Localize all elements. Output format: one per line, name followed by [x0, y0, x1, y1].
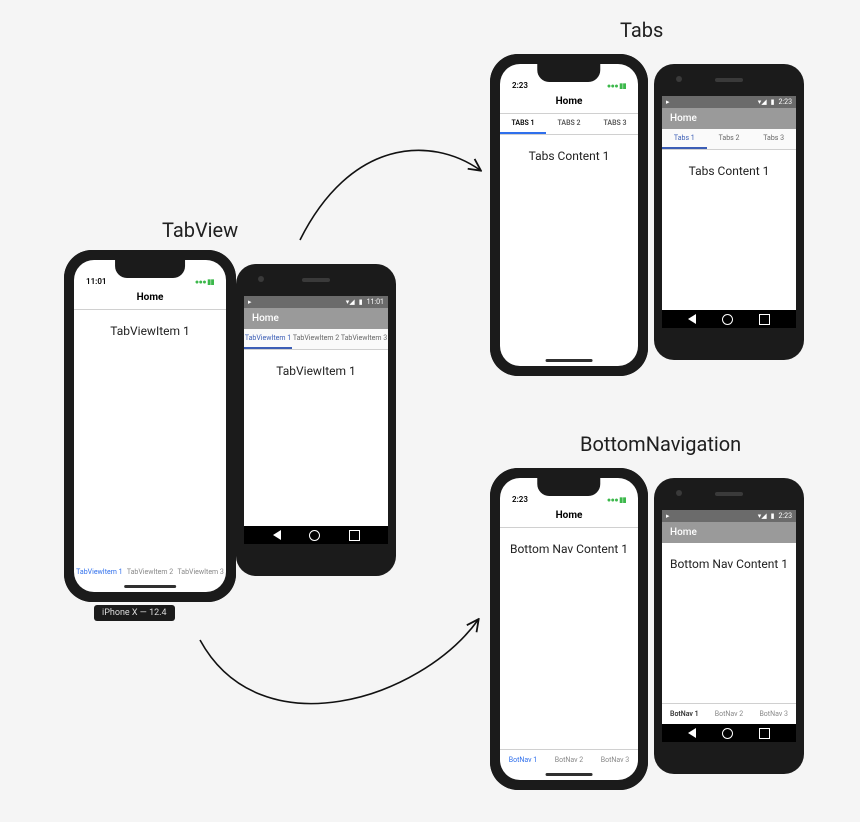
notch-icon	[537, 64, 600, 82]
phone-tabview-ios: 11:01 ●●● ▮▮ Home TabViewItem 1 TabViewI…	[64, 250, 236, 602]
tab-item-2[interactable]: TabViewItem 2	[292, 329, 340, 349]
tab-item-3[interactable]: TABS 3	[592, 114, 638, 134]
tab-item-2[interactable]: BotNav 2	[707, 704, 752, 724]
status-battery-icon: ▮	[771, 98, 775, 106]
status-time: 2:23	[512, 81, 528, 90]
screen-content: Tabs Content 1	[662, 150, 796, 178]
screen-content: Bottom Nav Content 1	[500, 528, 638, 556]
status-time: 2:23	[512, 495, 528, 504]
status-battery-icon: ●●● ▮▮	[607, 496, 626, 504]
nav-back-icon[interactable]	[688, 728, 696, 738]
nav-recent-icon[interactable]	[759, 314, 770, 325]
tab-item-1[interactable]: TabViewItem 1	[244, 329, 292, 349]
nav-title: Home	[74, 288, 226, 310]
screen-content: Tabs Content 1	[500, 135, 638, 163]
nav-title: Home	[500, 506, 638, 528]
label-bottomnav: BottomNavigation	[580, 432, 741, 456]
status-signal-icon: ▾◢	[346, 298, 355, 306]
android-navbar	[662, 724, 796, 742]
label-tabs: Tabs	[620, 18, 663, 42]
status-battery-icon: ●●● ▮▮	[607, 82, 626, 90]
nav-home-icon[interactable]	[722, 314, 733, 325]
nav-recent-icon[interactable]	[349, 530, 360, 541]
status-play-icon: ▸	[666, 512, 670, 520]
tab-item-3[interactable]: BotNav 3	[592, 750, 638, 770]
android-navbar	[662, 310, 796, 328]
tab-item-2[interactable]: TabViewItem 2	[125, 562, 176, 582]
camera-icon	[676, 490, 682, 496]
camera-icon	[258, 276, 264, 282]
tab-item-3[interactable]: Tabs 3	[751, 129, 796, 149]
camera-icon	[676, 76, 682, 82]
status-signal-icon: ▾◢	[758, 512, 767, 520]
label-tabview: TabView	[162, 218, 238, 242]
status-play-icon: ▸	[666, 98, 670, 106]
bottom-tabbar: BotNav 1 BotNav 2 BotNav 3	[662, 703, 796, 724]
phone-bottomnav-android: ▸ ▾◢ ▮ 2:23 Home Bottom Nav Content 1 Bo…	[654, 478, 804, 774]
tab-item-2[interactable]: TABS 2	[546, 114, 592, 134]
tab-item-3[interactable]: BotNav 3	[751, 704, 796, 724]
home-indicator-icon	[546, 773, 593, 776]
nav-home-icon[interactable]	[309, 530, 320, 541]
tab-item-3[interactable]: TabViewItem 3	[340, 329, 388, 349]
tab-item-1[interactable]: BotNav 1	[500, 750, 546, 770]
tab-item-3[interactable]: TabViewItem 3	[175, 562, 226, 582]
status-battery-icon: ▮	[771, 512, 775, 520]
status-battery-icon: ●●● ▮▮	[195, 278, 214, 286]
status-signal-icon: ▾◢	[758, 98, 767, 106]
notch-icon	[537, 478, 600, 496]
status-time: 11:01	[367, 298, 384, 306]
nav-back-icon[interactable]	[688, 314, 696, 324]
tab-item-1[interactable]: Tabs 1	[662, 129, 707, 149]
screen-content: Bottom Nav Content 1	[662, 543, 796, 571]
tab-item-1[interactable]: TabViewItem 1	[74, 562, 125, 582]
app-bar-title: Home	[662, 108, 796, 129]
device-caption: iPhone X — 12.4	[94, 605, 175, 621]
top-tabs: Tabs 1 Tabs 2 Tabs 3	[662, 129, 796, 150]
app-bar-title: Home	[662, 522, 796, 543]
nav-title: Home	[500, 92, 638, 114]
status-battery-icon: ▮	[359, 298, 363, 306]
phone-tabview-android: ▸ ▾◢ ▮ 11:01 Home TabViewItem 1 TabViewI…	[236, 264, 396, 576]
nav-home-icon[interactable]	[722, 728, 733, 739]
top-tabs: TABS 1 TABS 2 TABS 3	[500, 114, 638, 135]
speaker-icon	[715, 492, 743, 496]
bottom-tabbar: TabViewItem 1 TabViewItem 2 TabViewItem …	[74, 562, 226, 582]
android-statusbar: ▸ ▾◢ ▮ 11:01	[244, 296, 388, 308]
android-statusbar: ▸ ▾◢ ▮ 2:23	[662, 510, 796, 522]
notch-icon	[115, 260, 185, 278]
screen-content: TabViewItem 1	[74, 310, 226, 338]
bottom-tabbar: BotNav 1 BotNav 2 BotNav 3	[500, 749, 638, 770]
nav-back-icon[interactable]	[273, 530, 281, 540]
status-time: 2:23	[779, 98, 793, 106]
status-time: 11:01	[86, 277, 106, 286]
phone-bottomnav-ios: 2:23 ●●● ▮▮ Home Bottom Nav Content 1 Bo…	[490, 468, 648, 790]
phone-tabs-ios: 2:23 ●●● ▮▮ Home TABS 1 TABS 2 TABS 3 Ta…	[490, 54, 648, 376]
tab-item-2[interactable]: BotNav 2	[546, 750, 592, 770]
home-indicator-icon	[546, 359, 593, 362]
nav-recent-icon[interactable]	[759, 728, 770, 739]
home-indicator-icon	[124, 585, 176, 588]
screen-content: TabViewItem 1	[244, 350, 388, 378]
speaker-icon	[302, 278, 330, 282]
tab-item-1[interactable]: TABS 1	[500, 114, 546, 134]
status-play-icon: ▸	[248, 298, 252, 306]
app-bar-title: Home	[244, 308, 388, 329]
tab-item-2[interactable]: Tabs 2	[707, 129, 752, 149]
tab-item-1[interactable]: BotNav 1	[662, 704, 707, 724]
status-time: 2:23	[779, 512, 793, 520]
android-statusbar: ▸ ▾◢ ▮ 2:23	[662, 96, 796, 108]
phone-tabs-android: ▸ ▾◢ ▮ 2:23 Home Tabs 1 Tabs 2 Tabs 3 Ta…	[654, 64, 804, 360]
top-tabs: TabViewItem 1 TabViewItem 2 TabViewItem …	[244, 329, 388, 350]
speaker-icon	[715, 78, 743, 82]
android-navbar	[244, 526, 388, 544]
